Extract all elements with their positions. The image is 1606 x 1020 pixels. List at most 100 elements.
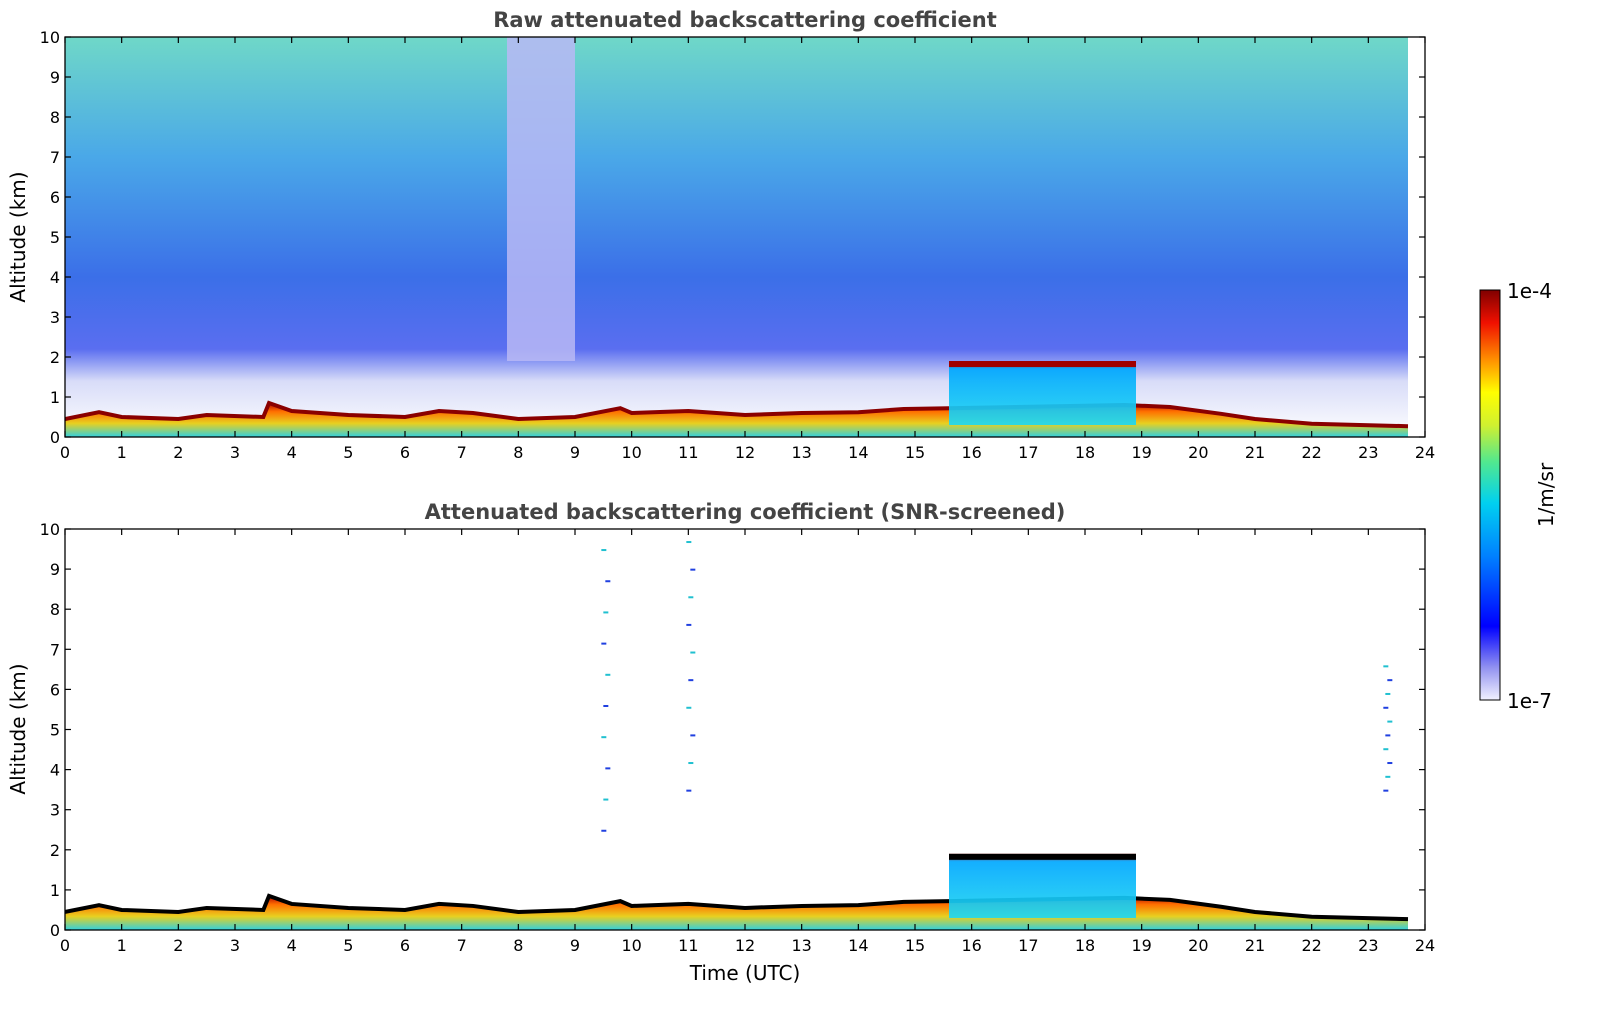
y-tick-label: 0: [50, 428, 60, 447]
raw-title: Raw attenuated backscattering coefficien…: [493, 8, 997, 32]
x-tick-label: 18: [1075, 443, 1095, 462]
sparse-echo: [690, 568, 696, 571]
boundary-layer-top-line: [65, 400, 1409, 429]
y-tick-label: 8: [50, 600, 60, 619]
x-tick-label: 5: [343, 443, 353, 462]
x-tick-label: 4: [287, 443, 297, 462]
x-tick-label: 10: [621, 443, 641, 462]
raw-plot-area: [65, 37, 1409, 437]
y-tick-label: 5: [50, 721, 60, 740]
raw-background-signal: [65, 37, 1408, 437]
sparse-echo: [686, 706, 692, 709]
x-tick-label: 8: [513, 936, 523, 955]
x-tick-label: 0: [60, 443, 70, 462]
sparse-echo: [605, 580, 611, 583]
sparse-echo: [688, 762, 694, 765]
x-tick-label: 15: [905, 936, 925, 955]
sparse-echo: [688, 596, 694, 599]
colorbar-min-label: 1e-7: [1507, 689, 1552, 713]
x-tick-label: 9: [570, 443, 580, 462]
y-tick-label: 6: [50, 680, 60, 699]
screened-plot-area: [65, 541, 1409, 930]
sparse-echo: [605, 673, 611, 676]
colorbar: 1e-4 1e-7 1/m/sr: [1479, 279, 1558, 713]
screened-y-label: Altitude (km): [6, 663, 30, 794]
sparse-echo: [1387, 720, 1393, 723]
x-tick-label: 6: [400, 936, 410, 955]
x-tick-label: 6: [400, 443, 410, 462]
x-tick-label: 16: [961, 936, 981, 955]
x-tick-label: 4: [287, 936, 297, 955]
sparse-echo: [601, 736, 607, 739]
y-tick-label: 4: [50, 761, 60, 780]
x-tick-label: 0: [60, 936, 70, 955]
x-tick-label: 16: [961, 443, 981, 462]
sparse-echo: [690, 734, 696, 737]
x-tick-label: 5: [343, 936, 353, 955]
cloud-layer: [949, 853, 1136, 918]
y-tick-label: 5: [50, 228, 60, 247]
x-tick-label: 20: [1188, 443, 1208, 462]
x-tick-label: 19: [1131, 936, 1151, 955]
y-tick-label: 0: [50, 921, 60, 940]
x-tick-label: 11: [678, 936, 698, 955]
sparse-echo: [686, 541, 692, 544]
sparse-echo: [1385, 692, 1391, 695]
sparse-echo: [688, 679, 694, 682]
cloud-top-band: [949, 853, 1136, 860]
y-tick-label: 4: [50, 268, 60, 287]
sparse-echo: [686, 789, 692, 792]
y-tick-label: 3: [50, 308, 60, 327]
screened-plot-frame: [64, 528, 1426, 931]
x-tick-label: 22: [1301, 443, 1321, 462]
sparse-echo: [603, 798, 609, 801]
x-tick-label: 24: [1415, 936, 1435, 955]
x-tick-label: 15: [905, 443, 925, 462]
sparse-echo: [605, 767, 611, 770]
x-tick-label: 18: [1075, 936, 1095, 955]
screened-panel: Attenuated backscattering coefficient (S…: [6, 500, 1435, 985]
sparse-echo: [686, 623, 692, 626]
x-tick-label: 21: [1245, 936, 1265, 955]
x-tick-label: 8: [513, 443, 523, 462]
sparse-echo: [1383, 665, 1389, 668]
sparse-echo: [1387, 679, 1393, 682]
y-tick-label: 2: [50, 348, 60, 367]
y-tick-label: 3: [50, 801, 60, 820]
sparse-echo: [601, 642, 607, 645]
sparse-echo: [690, 651, 696, 654]
sparse-echo: [601, 829, 607, 832]
x-tick-label: 1: [117, 443, 127, 462]
y-tick-label: 1: [50, 388, 60, 407]
y-tick-label: 10: [40, 28, 60, 47]
x-tick-label: 3: [230, 936, 240, 955]
sparse-echo: [603, 704, 609, 707]
x-tick-label: 10: [621, 936, 641, 955]
x-tick-label: 23: [1358, 443, 1378, 462]
x-tick-label: 14: [848, 443, 868, 462]
sparse-echo: [1385, 775, 1391, 778]
x-tick-label: 1: [117, 936, 127, 955]
x-tick-label: 2: [173, 443, 183, 462]
y-tick-label: 9: [50, 560, 60, 579]
x-tick-label: 3: [230, 443, 240, 462]
y-tick-label: 2: [50, 841, 60, 860]
sparse-echo: [1383, 706, 1389, 709]
x-tick-label: 11: [678, 443, 698, 462]
sparse-echo: [1383, 789, 1389, 792]
sparse-echo: [603, 611, 609, 614]
x-tick-label: 14: [848, 936, 868, 955]
x-tick-label: 22: [1301, 936, 1321, 955]
colorbar-unit-label: 1/m/sr: [1534, 462, 1558, 527]
screened-title: Attenuated backscattering coefficient (S…: [425, 500, 1066, 524]
sparse-echo: [1387, 762, 1393, 765]
y-tick-label: 6: [50, 188, 60, 207]
x-tick-label: 23: [1358, 936, 1378, 955]
x-tick-label: 17: [1018, 936, 1038, 955]
x-tick-label: 7: [457, 443, 467, 462]
screened-x-label: Time (UTC): [689, 961, 801, 985]
raw-y-label: Altitude (km): [6, 171, 30, 302]
x-tick-label: 20: [1188, 936, 1208, 955]
x-tick-label: 12: [735, 936, 755, 955]
